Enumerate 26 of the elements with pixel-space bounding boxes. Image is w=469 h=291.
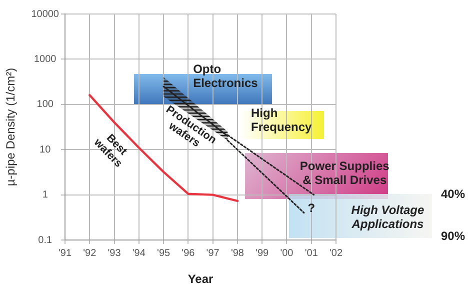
x-tick-label: '98 bbox=[230, 248, 244, 259]
text: 40% bbox=[441, 186, 466, 201]
annotation: High Frequency bbox=[251, 106, 312, 134]
x-tick-label: '97 bbox=[206, 248, 220, 259]
annotation: Opto Electronics bbox=[193, 62, 258, 90]
x-tick-label: '99 bbox=[256, 248, 270, 259]
x-tick-label: '96 bbox=[182, 248, 196, 259]
y-axis-title: µ-pipe Density (1/cm²) bbox=[4, 68, 18, 186]
y-tick-label: 10 bbox=[40, 144, 52, 156]
x-tick-label: '93 bbox=[108, 248, 122, 259]
x-tick-label: '02 bbox=[329, 248, 343, 259]
x-tick-label: '95 bbox=[157, 248, 170, 259]
y-tick-label: 10000 bbox=[31, 8, 60, 20]
annotation: ? bbox=[308, 201, 316, 216]
y-tick-label: 1000 bbox=[34, 54, 57, 65]
x-tick-label: '00 bbox=[280, 248, 294, 259]
x-tick-label: '92 bbox=[83, 248, 97, 259]
y-tick-label: 0.1 bbox=[38, 234, 52, 246]
x-tick-label: '94 bbox=[132, 248, 146, 259]
x-axis-title: Year bbox=[188, 272, 214, 286]
y-tick-label: 100 bbox=[36, 99, 54, 110]
x-tick-label: '91 bbox=[58, 248, 72, 259]
x-tick-label: '01 bbox=[304, 248, 318, 259]
y-tick-label: 1 bbox=[42, 190, 48, 201]
text: 90% bbox=[441, 229, 466, 244]
text: High Voltage Applications bbox=[351, 203, 424, 232]
